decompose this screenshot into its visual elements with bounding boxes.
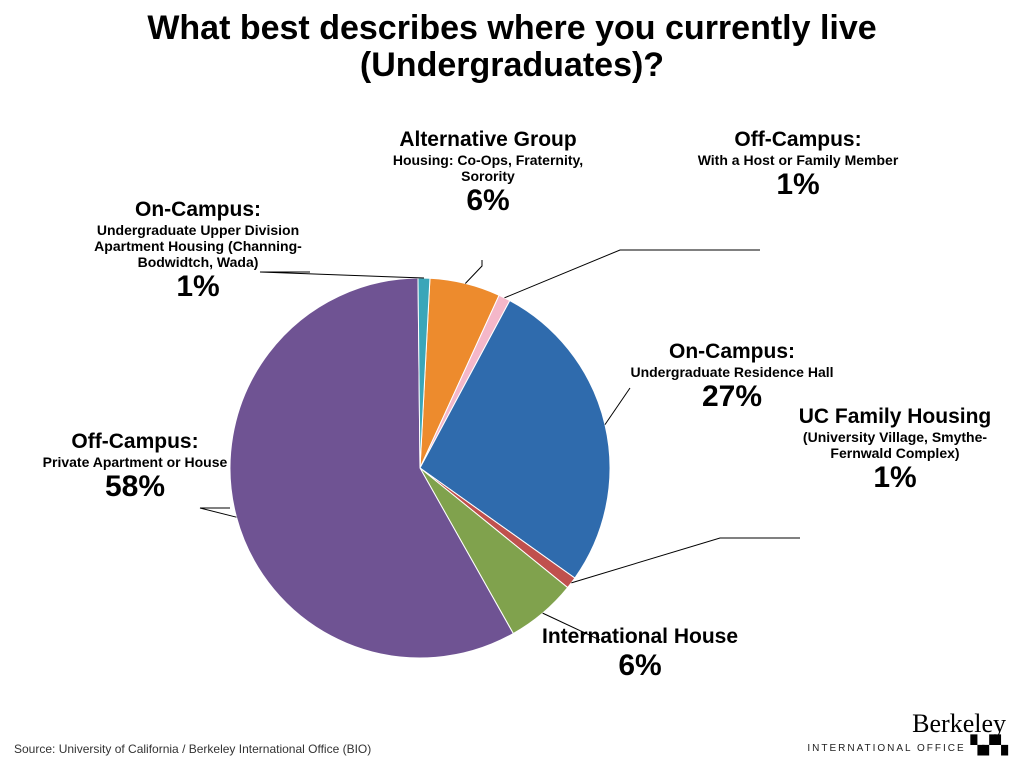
source-line: Source: University of California / Berke… — [14, 742, 371, 756]
label-off_host: Off-Campus:With a Host or Family Member1… — [688, 128, 908, 203]
leader-off_host — [504, 250, 760, 298]
label-on_apt: On-Campus:Undergraduate Upper Division A… — [78, 198, 318, 305]
leader-off_private — [200, 508, 236, 517]
label-alt_group: Alternative GroupHousing: Co-Ops, Frater… — [378, 128, 598, 219]
brand-bottom: INTERNATIONAL OFFICE ▚▞▚ — [807, 737, 1006, 754]
globe-icon: ▚▞▚ — [970, 735, 1006, 755]
leader-uc_family — [571, 538, 800, 583]
label-intl_house: International House6% — [510, 625, 770, 684]
label-uc_family: UC Family Housing(University Village, Sm… — [790, 405, 1000, 496]
label-res_hall: On-Campus:Undergraduate Residence Hall27… — [612, 340, 852, 415]
brand-logo: Berkeley INTERNATIONAL OFFICE ▚▞▚ — [807, 712, 1006, 754]
leader-alt_group — [465, 260, 482, 283]
label-off_private: Off-Campus:Private Apartment or House58% — [20, 430, 250, 505]
brand-top: Berkeley — [807, 712, 1006, 737]
